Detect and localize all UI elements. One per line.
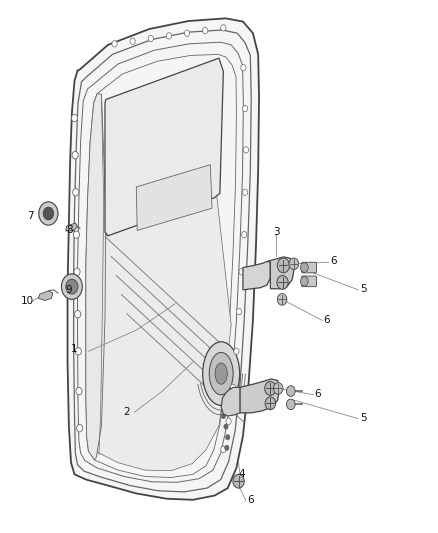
Circle shape: [265, 397, 276, 410]
Circle shape: [243, 106, 248, 112]
Circle shape: [277, 294, 287, 305]
Polygon shape: [243, 261, 270, 290]
Circle shape: [286, 399, 295, 410]
Circle shape: [233, 474, 244, 488]
Text: 9: 9: [66, 285, 72, 295]
Circle shape: [77, 424, 83, 432]
Text: 6: 6: [315, 389, 321, 399]
Circle shape: [289, 258, 299, 270]
FancyBboxPatch shape: [302, 262, 317, 273]
Ellipse shape: [215, 363, 227, 384]
Circle shape: [226, 434, 230, 440]
Polygon shape: [86, 94, 106, 460]
FancyBboxPatch shape: [302, 276, 317, 287]
Text: 6: 6: [330, 256, 337, 266]
Polygon shape: [66, 223, 78, 231]
Circle shape: [244, 147, 249, 153]
Circle shape: [277, 258, 290, 273]
Circle shape: [226, 418, 231, 424]
Circle shape: [243, 189, 248, 196]
Text: 8: 8: [66, 225, 72, 236]
Circle shape: [148, 35, 153, 42]
Circle shape: [39, 202, 58, 225]
Circle shape: [237, 309, 242, 315]
Circle shape: [74, 268, 80, 276]
Circle shape: [43, 207, 53, 220]
Circle shape: [76, 387, 82, 395]
Polygon shape: [67, 18, 259, 500]
Text: 7: 7: [28, 211, 34, 221]
Circle shape: [112, 41, 117, 47]
Circle shape: [273, 383, 283, 394]
Polygon shape: [268, 257, 294, 289]
Circle shape: [75, 348, 81, 355]
Circle shape: [74, 231, 79, 238]
Circle shape: [225, 445, 229, 450]
Text: 10: 10: [21, 296, 34, 306]
Circle shape: [265, 382, 276, 395]
Circle shape: [66, 279, 78, 294]
Circle shape: [221, 414, 226, 419]
Text: 1: 1: [71, 344, 78, 354]
Polygon shape: [136, 165, 212, 230]
Circle shape: [242, 231, 247, 238]
Polygon shape: [39, 291, 53, 301]
Text: 6: 6: [247, 495, 254, 505]
Circle shape: [300, 263, 308, 272]
Circle shape: [166, 33, 172, 39]
Polygon shape: [221, 387, 240, 416]
Ellipse shape: [209, 352, 233, 395]
Circle shape: [239, 269, 244, 275]
Circle shape: [130, 38, 135, 44]
Circle shape: [277, 276, 288, 289]
Circle shape: [286, 386, 295, 397]
Text: 2: 2: [123, 407, 130, 417]
Circle shape: [241, 64, 246, 71]
Text: 4: 4: [239, 470, 245, 479]
Circle shape: [75, 311, 81, 318]
Circle shape: [224, 424, 228, 429]
Circle shape: [72, 151, 78, 159]
Circle shape: [300, 277, 308, 286]
Polygon shape: [105, 58, 223, 236]
Circle shape: [203, 27, 208, 34]
Ellipse shape: [203, 342, 240, 406]
Circle shape: [184, 30, 190, 36]
Circle shape: [73, 189, 79, 196]
Text: 5: 5: [360, 413, 367, 423]
Polygon shape: [240, 379, 279, 413]
Circle shape: [221, 25, 226, 31]
Text: 6: 6: [323, 314, 330, 325]
Circle shape: [234, 348, 239, 354]
Circle shape: [230, 384, 236, 391]
Circle shape: [71, 114, 78, 122]
Text: 5: 5: [360, 284, 367, 294]
Text: 3: 3: [273, 227, 280, 237]
Circle shape: [221, 446, 226, 453]
Polygon shape: [87, 197, 231, 471]
Circle shape: [61, 274, 82, 300]
